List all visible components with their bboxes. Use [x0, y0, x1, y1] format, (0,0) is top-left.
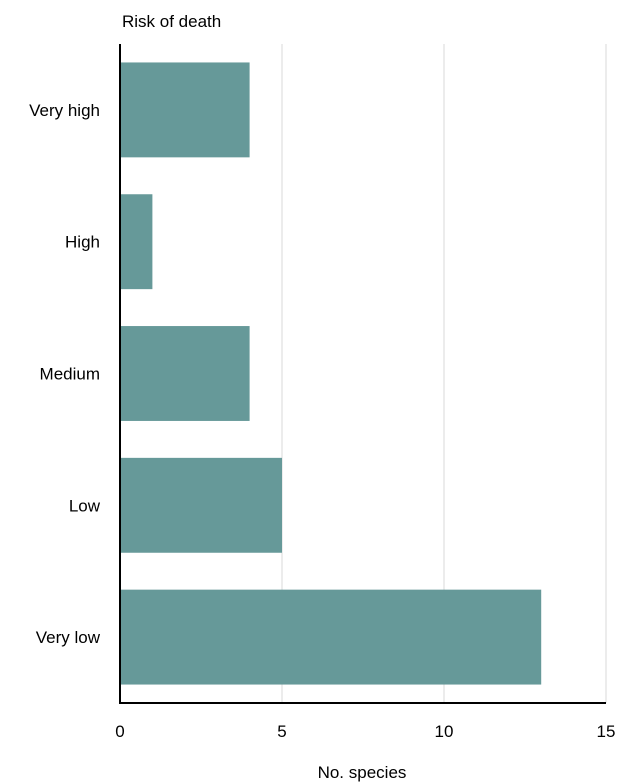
category-label: Very low: [36, 628, 101, 647]
x-tick-label: 10: [435, 722, 454, 741]
x-tick-label: 5: [277, 722, 286, 741]
category-label: Very high: [29, 101, 100, 120]
category-labels: Very high High Medium Low Very low: [29, 101, 101, 647]
bar: [120, 62, 250, 158]
x-tick-labels: 0 5 10 15: [115, 722, 615, 741]
category-label: High: [65, 233, 100, 252]
bar: [120, 194, 153, 290]
bar: [120, 326, 250, 421]
category-label: Medium: [40, 365, 100, 384]
bar: [120, 589, 542, 685]
x-tick-label: 15: [597, 722, 616, 741]
category-label: Low: [69, 496, 101, 515]
y-axis-title: Risk of death: [122, 12, 221, 31]
bars: [120, 62, 542, 685]
x-axis-title: No. species: [318, 763, 407, 782]
x-tick-label: 0: [115, 722, 124, 741]
bar: [120, 457, 282, 553]
